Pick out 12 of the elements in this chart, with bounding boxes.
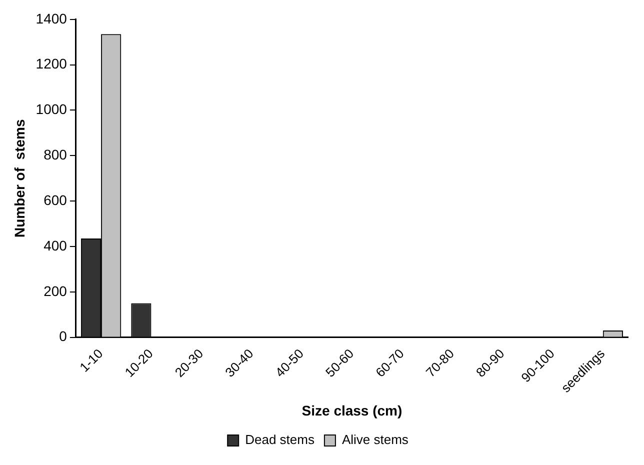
y-tick-label: 800 — [44, 146, 68, 163]
y-tick-label: 1000 — [36, 101, 68, 118]
y-tick-label: 1400 — [36, 10, 68, 26]
y-axis-title: Number of stems — [11, 119, 28, 238]
legend-label: Alive stems — [342, 432, 409, 448]
y-tick-label: 200 — [44, 282, 68, 299]
legend-label: Dead stems — [245, 432, 315, 448]
y-tick-label: 1200 — [36, 56, 68, 72]
x-axis-title: Size class (cm) — [302, 402, 402, 418]
y-tick-label: 0 — [59, 328, 68, 344]
y-tick-label: 400 — [44, 237, 68, 254]
y-tick-label: 600 — [44, 192, 68, 208]
